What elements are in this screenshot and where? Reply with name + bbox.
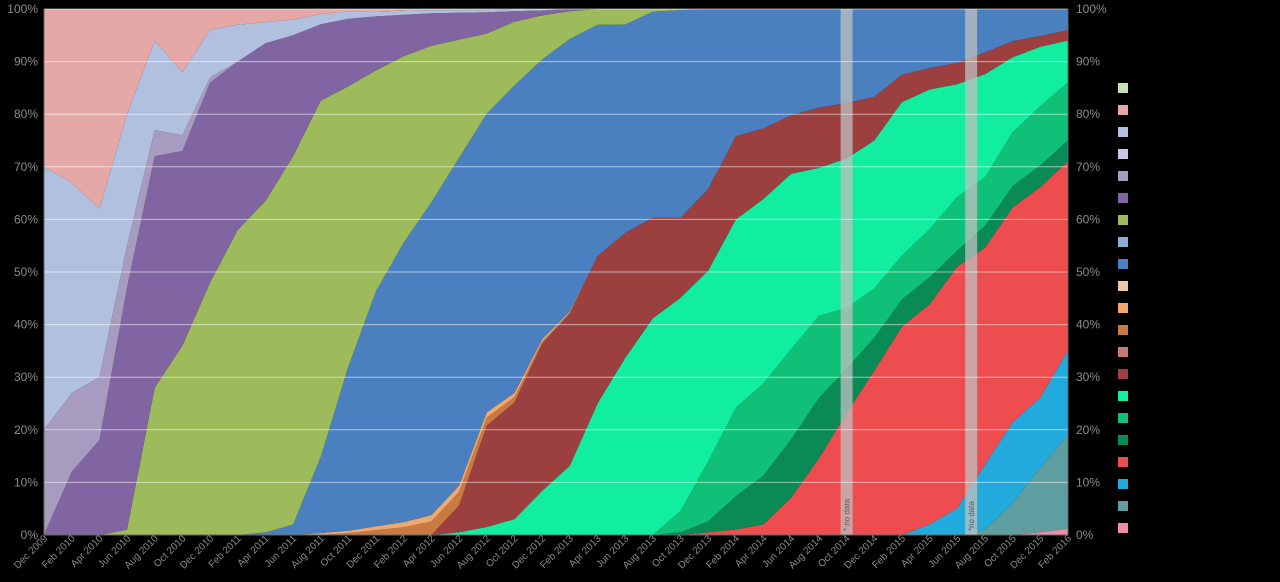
y-tick-label-right-4: 40% <box>1076 318 1100 332</box>
y-tick-label-right-6: 60% <box>1076 212 1100 226</box>
legend-swatch-14 <box>1118 391 1128 401</box>
y-axis-right: 0% 10% 20% 30% 40% 50% 60% 70% 80% 90% 100% <box>1076 2 1107 542</box>
legend-swatch-2 <box>1118 127 1128 137</box>
y-tick-label-left-3: 30% <box>14 370 38 384</box>
y-tick-label-right-1: 10% <box>1076 475 1100 489</box>
legend-swatch-15 <box>1118 413 1128 423</box>
legend-swatch-7 <box>1118 237 1128 247</box>
legend-swatch-11 <box>1118 325 1128 335</box>
y-axis-left: 0% 10% 20% 30% 40% 50% 60% 70% 80% 90% 100% <box>7 2 38 542</box>
y-tick-label-left-9: 90% <box>14 55 38 69</box>
y-tick-label-right-5: 50% <box>1076 265 1100 279</box>
y-tick-label-left-6: 60% <box>14 212 38 226</box>
y-tick-label-right-2: 20% <box>1076 423 1100 437</box>
area-series-15 <box>44 9 1068 209</box>
legend-swatch-3 <box>1118 149 1128 159</box>
legend-swatch-5 <box>1118 193 1128 203</box>
y-tick-label-right-8: 80% <box>1076 107 1100 121</box>
legend-swatch-13 <box>1118 369 1128 379</box>
no-data-label-1: *no data <box>967 501 976 531</box>
gridlines <box>43 8 1069 536</box>
legend-swatch-16 <box>1118 435 1128 445</box>
legend-swatch-8 <box>1118 259 1128 269</box>
y-tick-label-left-2: 20% <box>14 423 38 437</box>
no-data-label-0: * no data <box>843 498 852 531</box>
y-tick-label-left-7: 70% <box>14 160 38 174</box>
area-series-11 <box>44 9 1068 535</box>
legend-swatch-0 <box>1118 83 1128 93</box>
y-tick-label-right-3: 30% <box>1076 370 1100 384</box>
legend-swatch-10 <box>1118 303 1128 313</box>
y-tick-label-left-0: 0% <box>21 528 39 542</box>
legend <box>1118 83 1128 545</box>
legend-swatch-4 <box>1118 171 1128 181</box>
legend-swatch-12 <box>1118 347 1128 357</box>
area-series-5 <box>44 82 1068 535</box>
area-series-4 <box>44 140 1068 535</box>
legend-swatch-9 <box>1118 281 1128 291</box>
y-tick-label-right-10: 100% <box>1076 2 1107 16</box>
y-tick-label-left-8: 80% <box>14 107 38 121</box>
y-tick-label-right-7: 70% <box>1076 160 1100 174</box>
y-tick-label-left-10: 100% <box>7 2 38 16</box>
y-tick-label-right-9: 90% <box>1076 55 1100 69</box>
y-tick-label-right-0: 0% <box>1076 528 1094 542</box>
y-tick-label-left-1: 10% <box>14 475 38 489</box>
legend-swatch-20 <box>1118 523 1128 533</box>
y-tick-label-left-4: 40% <box>14 318 38 332</box>
legend-swatch-6 <box>1118 215 1128 225</box>
area-series-7 <box>44 30 1068 535</box>
legend-swatch-1 <box>1118 105 1128 115</box>
legend-swatch-19 <box>1118 501 1128 511</box>
y-tick-label-left-5: 50% <box>14 265 38 279</box>
legend-swatch-17 <box>1118 457 1128 467</box>
legend-swatch-18 <box>1118 479 1128 489</box>
area-series-12 <box>44 9 1068 535</box>
